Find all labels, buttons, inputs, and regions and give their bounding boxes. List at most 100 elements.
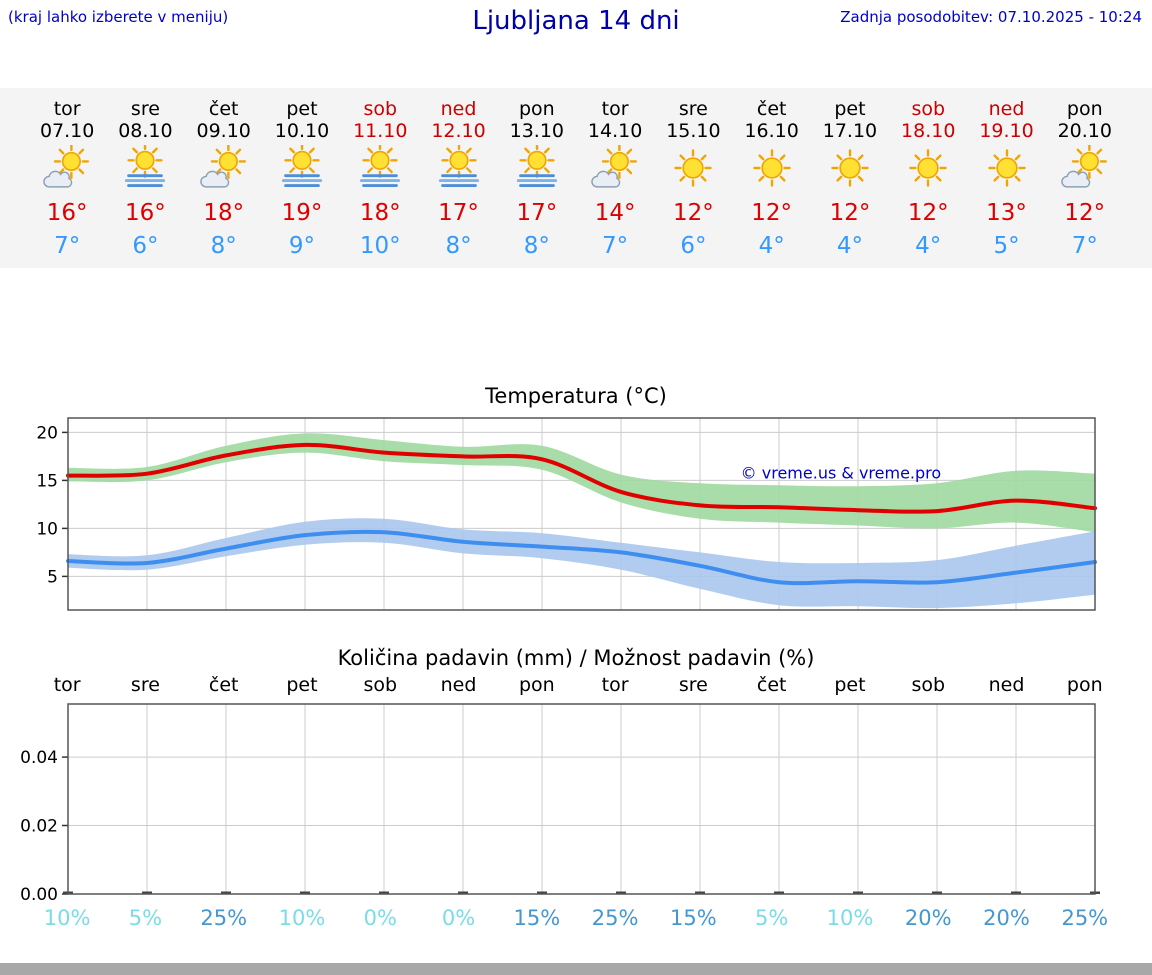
day-name: čet	[756, 98, 787, 120]
precip-probability: 5%	[755, 906, 789, 930]
forecast-day[interactable]: pet 17.10 12° 4°	[811, 98, 889, 259]
precipitation-section: Količina padavin (mm) / Možnost padavin …	[0, 646, 1152, 930]
day-name: sre	[678, 98, 708, 120]
forecast-day[interactable]: čet 16.10 12° 4°	[733, 98, 811, 259]
precip-day-label: sre	[678, 674, 708, 696]
day-high-temp: 18°	[359, 200, 401, 226]
precip-bar	[695, 891, 705, 894]
day-date: 19.10	[979, 120, 1034, 142]
day-high-temp: 13°	[986, 200, 1027, 226]
day-name: sre	[130, 98, 160, 120]
day-name: sob	[911, 98, 946, 120]
day-high-temp: 16°	[46, 200, 88, 226]
temperature-chart-title: Temperatura (°C)	[485, 384, 667, 408]
day-date: 14.10	[587, 120, 643, 142]
max-temp-line	[66, 442, 1097, 514]
precip-probability: 0%	[441, 906, 476, 930]
day-date: 09.10	[196, 120, 251, 142]
day-low-temp: 8°	[523, 233, 550, 259]
forecast-day[interactable]: tor 07.10 16° 7°	[28, 98, 106, 259]
forecast-day[interactable]: sre 08.10 16° 6°	[106, 98, 184, 259]
precip-day-label: pet	[286, 674, 318, 696]
precip-probability: 5%	[128, 906, 163, 930]
forecast-day[interactable]: tor 14.10 14° 7°	[576, 98, 654, 259]
precip-bar	[616, 891, 626, 894]
topbar: (kraj lahko izberete v meniju) Ljubljana…	[0, 0, 1152, 88]
day-high-temp: 14°	[594, 200, 636, 226]
day-low-temp: 4°	[836, 233, 864, 259]
day-low-temp: 10°	[359, 233, 401, 259]
day-name: pon	[1066, 98, 1103, 120]
precip-day-label: tor	[601, 674, 629, 696]
day-low-temp: 7°	[1071, 233, 1098, 259]
day-low-temp: 9°	[288, 233, 316, 259]
day-name: pet	[834, 98, 866, 120]
precip-bar	[221, 891, 231, 894]
day-low-temp: 8°	[210, 233, 237, 259]
y-axis-tick: 10	[36, 519, 58, 539]
precip-bar	[853, 891, 863, 894]
day-low-temp: 6°	[132, 233, 159, 259]
precip-day-label: čet	[208, 674, 239, 696]
precip-bar	[142, 891, 152, 894]
precip-day-label: sob	[911, 674, 946, 696]
precip-day-label: pon	[518, 674, 555, 696]
forecast-day[interactable]: sre 15.10 12° 6°	[654, 98, 732, 259]
day-high-temp: 12°	[751, 200, 793, 226]
last-update-timestamp: Zadnja posodobitev: 07.10.2025 - 10:24	[840, 8, 1142, 26]
forecast-day[interactable]: sob 11.10 18° 10°	[341, 98, 419, 259]
sun-icon	[987, 149, 1026, 187]
sun-icon	[752, 149, 791, 187]
precip-day-label: ned	[988, 674, 1025, 696]
day-icon-wrap	[733, 145, 811, 195]
day-name: čet	[208, 98, 239, 120]
day-icon-wrap	[185, 145, 263, 195]
day-name: pet	[286, 98, 318, 120]
precip-bar	[537, 891, 547, 894]
y-axis-tick: 0.02	[20, 817, 58, 837]
day-low-temp: 6°	[680, 233, 707, 259]
day-icon-wrap	[654, 145, 732, 195]
day-icon-wrap	[811, 145, 889, 195]
day-name: tor	[53, 98, 81, 120]
y-axis-tick: 20	[36, 423, 58, 443]
day-high-temp: 12°	[673, 200, 714, 226]
sun-fog-icon	[360, 145, 401, 187]
temperature-section: Temperatura (°C) 5 10 15 20 © vreme.us & vre…	[0, 384, 1152, 622]
day-name: tor	[601, 98, 629, 120]
precip-day-label: pet	[834, 674, 866, 696]
footer-scrollbar[interactable]	[0, 963, 1152, 975]
precip-probability: 25%	[591, 906, 639, 930]
temperature-chart: 5 10 15 20 © vreme.us & vreme.pro	[36, 417, 1097, 611]
forecast-day[interactable]: sob 18.10 12° 4°	[889, 98, 967, 259]
day-icon-wrap	[1046, 145, 1124, 195]
forecast-day[interactable]: pon 20.10 12° 7°	[1046, 98, 1124, 259]
forecast-day[interactable]: ned 19.10 13° 5°	[967, 98, 1045, 259]
day-date: 11.10	[353, 120, 408, 142]
forecast-day[interactable]: pet 10.10 19° 9°	[263, 98, 341, 259]
precip-probability: 25%	[200, 906, 248, 930]
day-icon-wrap	[419, 145, 497, 195]
day-low-temp: 8°	[445, 233, 472, 259]
forecast-day[interactable]: ned 12.10 17° 8°	[419, 98, 497, 259]
day-high-temp: 12°	[829, 200, 871, 226]
day-date: 12.10	[431, 120, 486, 142]
day-date: 10.10	[274, 120, 330, 142]
page-title: Ljubljana 14 dni	[472, 6, 680, 36]
precip-day-label: pon	[1066, 674, 1103, 696]
day-high-temp: 16°	[125, 200, 166, 226]
day-low-temp: 5°	[993, 233, 1020, 259]
menu-hint: (kraj lahko izberete v meniju)	[8, 8, 229, 26]
forecast-day[interactable]: pon 13.10 17° 8°	[498, 98, 576, 259]
precip-day-label: čet	[756, 674, 787, 696]
day-high-temp: 17°	[516, 200, 558, 226]
forecast-day[interactable]: čet 09.10 18° 8°	[185, 98, 263, 259]
forecast-strip: tor 07.10 16° 7° sre 08.10 16° 6° čet 09.10 18° 8° p…	[0, 88, 1152, 268]
sun-cloud-icon	[199, 145, 246, 188]
precip-bar	[458, 891, 468, 894]
day-high-temp: 12°	[907, 200, 949, 226]
day-date: 17.10	[822, 120, 878, 142]
day-date: 08.10	[118, 120, 173, 142]
sun-icon	[831, 149, 869, 187]
day-high-temp: 19°	[281, 200, 323, 226]
